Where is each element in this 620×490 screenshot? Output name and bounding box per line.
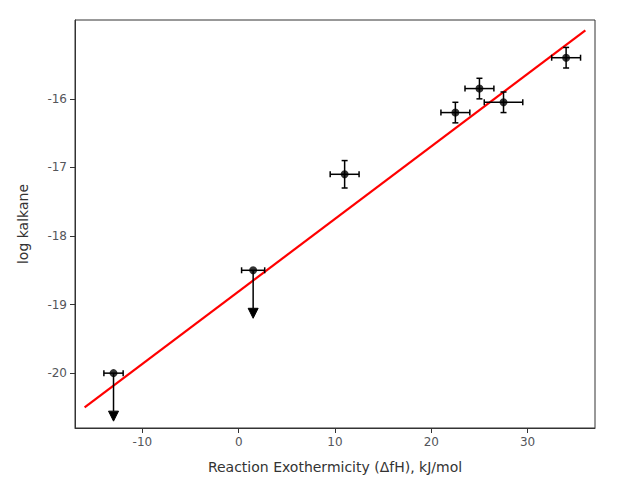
svg-text:log kalkane: log kalkane bbox=[15, 184, 31, 264]
svg-text:10: 10 bbox=[327, 435, 342, 449]
svg-text:-18: -18 bbox=[47, 229, 67, 243]
svg-text:-16: -16 bbox=[47, 92, 67, 106]
svg-text:-19: -19 bbox=[47, 298, 67, 312]
svg-text:-20: -20 bbox=[47, 366, 67, 380]
svg-text:20: 20 bbox=[424, 435, 439, 449]
svg-text:0: 0 bbox=[235, 435, 243, 449]
svg-text:-17: -17 bbox=[47, 160, 67, 174]
svg-text:Reaction Exothermicity (ΔfH),: Reaction Exothermicity (ΔfH), kJ/mol bbox=[208, 459, 462, 475]
svg-text:-10: -10 bbox=[133, 435, 153, 449]
svg-text:30: 30 bbox=[520, 435, 535, 449]
